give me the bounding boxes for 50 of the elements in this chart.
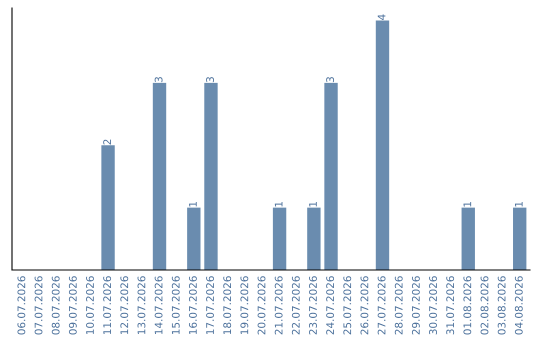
data-label: 1 [514, 202, 523, 206]
x-tick-label: 19.07.2026 [240, 276, 248, 334]
bar [187, 208, 201, 270]
x-tick-label: 12.07.2026 [120, 276, 128, 334]
x-tick-label: 31.07.2026 [446, 276, 454, 334]
x-tick-label: 11.07.2026 [103, 276, 112, 334]
x-tick-label: 06.07.2026 [17, 276, 26, 335]
x-tick-label: 13.07.2026 [138, 276, 146, 334]
bar [307, 208, 321, 270]
data-label: 1 [464, 202, 472, 206]
bar [462, 208, 475, 270]
x-tick-label: 14.07.2026 [154, 276, 163, 334]
data-label: 3 [206, 77, 214, 82]
x-tick-label: 15.07.2026 [172, 276, 180, 334]
x-tick-label: 28.07.2026 [394, 276, 403, 334]
x-tick-label: 26.07.2026 [360, 276, 368, 334]
bar [513, 208, 526, 270]
x-tick-label: 18.07.2026 [223, 276, 232, 334]
bar [324, 82, 338, 270]
x-tick-label: 25.07.2026 [343, 276, 352, 334]
x-tick-label: 17.07.2026 [206, 276, 214, 334]
bar [376, 20, 390, 270]
x-tick-label: 30.07.2026 [429, 276, 437, 334]
bar [101, 145, 115, 270]
bar [152, 82, 166, 270]
x-tick-label: 21.07.2026 [274, 276, 283, 334]
x-tick-label: 09.07.2026 [68, 276, 77, 335]
x-tick-label: 16.07.2026 [188, 276, 197, 334]
x-tick-label: 08.07.2026 [52, 276, 60, 335]
data-label: 2 [103, 140, 111, 144]
x-tick-label: 29.07.2026 [412, 276, 420, 334]
data-label: 1 [274, 202, 282, 206]
data-label: 1 [189, 202, 197, 206]
bar [204, 82, 218, 270]
x-tick-label: 01.08.2026 [463, 276, 472, 335]
x-tick-label: 07.07.2026 [34, 276, 42, 335]
x-tick-label: 22.07.2026 [292, 276, 300, 334]
x-tick-label: 24.07.2026 [326, 276, 334, 334]
data-label: 3 [154, 77, 163, 82]
x-tick-label: 03.08.2026 [498, 276, 506, 335]
x-tick-label: 20.07.2026 [258, 276, 266, 334]
data-label: 3 [326, 77, 334, 82]
x-tick-label: 02.08.2026 [480, 276, 488, 335]
x-tick-label: 23.07.2026 [309, 276, 317, 334]
x-tick-label: 04.08.2026 [514, 276, 523, 335]
x-tick-label: 27.07.2026 [378, 276, 386, 334]
x-tick-label: 10.07.2026 [86, 276, 94, 334]
bar [272, 208, 286, 270]
data-label: 4 [378, 14, 386, 20]
data-label: 1 [309, 202, 317, 206]
